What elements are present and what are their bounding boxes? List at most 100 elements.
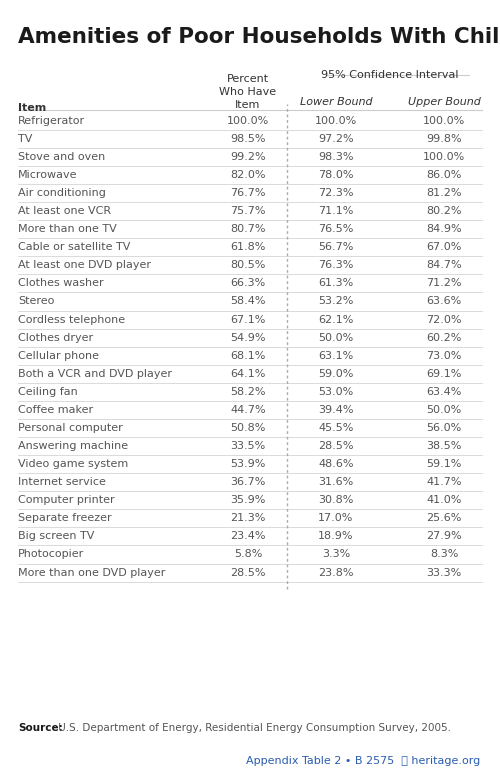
Text: 100.0%: 100.0%	[423, 152, 465, 162]
Text: 36.7%: 36.7%	[230, 478, 266, 487]
Text: Amenities of Poor Households With Children: Amenities of Poor Households With Childr…	[18, 27, 500, 48]
Text: 72.0%: 72.0%	[426, 315, 462, 325]
Text: 100.0%: 100.0%	[315, 116, 357, 125]
Text: 81.2%: 81.2%	[426, 188, 462, 198]
Text: 53.0%: 53.0%	[318, 387, 354, 397]
Text: 41.7%: 41.7%	[426, 478, 462, 487]
Text: 67.0%: 67.0%	[426, 242, 462, 252]
Text: 28.5%: 28.5%	[318, 441, 354, 451]
Text: 3.3%: 3.3%	[322, 549, 350, 559]
Text: 80.5%: 80.5%	[230, 260, 266, 270]
Text: Air conditioning: Air conditioning	[18, 188, 106, 198]
Text: 38.5%: 38.5%	[426, 441, 462, 451]
Text: Lower Bound: Lower Bound	[300, 97, 372, 107]
Text: 95% Confidence Interval: 95% Confidence Interval	[321, 70, 459, 80]
Text: 39.4%: 39.4%	[318, 405, 354, 415]
Text: 84.9%: 84.9%	[426, 224, 462, 234]
Text: 28.5%: 28.5%	[230, 568, 266, 577]
Text: 71.1%: 71.1%	[318, 206, 354, 216]
Text: 23.4%: 23.4%	[230, 531, 266, 541]
Text: Item: Item	[18, 103, 46, 113]
Text: 72.3%: 72.3%	[318, 188, 354, 198]
Text: Clothes washer: Clothes washer	[18, 278, 103, 288]
Text: 99.2%: 99.2%	[230, 152, 266, 162]
Text: Microwave: Microwave	[18, 170, 78, 180]
Text: 63.4%: 63.4%	[426, 387, 462, 397]
Text: 50.0%: 50.0%	[318, 333, 354, 343]
Text: 35.9%: 35.9%	[230, 495, 266, 506]
Text: 18.9%: 18.9%	[318, 531, 354, 541]
Text: Personal computer: Personal computer	[18, 423, 123, 433]
Text: 53.9%: 53.9%	[230, 459, 266, 469]
Text: Cable or satellite TV: Cable or satellite TV	[18, 242, 130, 252]
Text: 56.7%: 56.7%	[318, 242, 354, 252]
Text: At least one DVD player: At least one DVD player	[18, 260, 151, 270]
Text: Video game system: Video game system	[18, 459, 128, 469]
Text: U.S. Department of Energy, Residential Energy Consumption Survey, 2005.: U.S. Department of Energy, Residential E…	[56, 723, 452, 733]
Text: More than one TV: More than one TV	[18, 224, 117, 234]
Text: 41.0%: 41.0%	[426, 495, 462, 506]
Text: Refrigerator: Refrigerator	[18, 116, 85, 125]
Text: 69.1%: 69.1%	[426, 368, 462, 379]
Text: 76.3%: 76.3%	[318, 260, 354, 270]
Text: 59.1%: 59.1%	[426, 459, 462, 469]
Text: 33.3%: 33.3%	[426, 568, 462, 577]
Text: 58.4%: 58.4%	[230, 297, 266, 306]
Text: 63.6%: 63.6%	[426, 297, 462, 306]
Text: 71.2%: 71.2%	[426, 278, 462, 288]
Text: 97.2%: 97.2%	[318, 134, 354, 144]
Text: Upper Bound: Upper Bound	[408, 97, 480, 107]
Text: 75.7%: 75.7%	[230, 206, 266, 216]
Text: Photocopier: Photocopier	[18, 549, 84, 559]
Text: 63.1%: 63.1%	[318, 351, 354, 361]
Text: 100.0%: 100.0%	[227, 116, 269, 125]
Text: 60.2%: 60.2%	[426, 333, 462, 343]
Text: Cordless telephone: Cordless telephone	[18, 315, 125, 325]
Text: 86.0%: 86.0%	[426, 170, 462, 180]
Text: Separate freezer: Separate freezer	[18, 513, 112, 523]
Text: Percent
Who Have
Item: Percent Who Have Item	[220, 74, 276, 110]
Text: More than one DVD player: More than one DVD player	[18, 568, 166, 577]
Text: Cellular phone: Cellular phone	[18, 351, 99, 361]
Text: 78.0%: 78.0%	[318, 170, 354, 180]
Text: Ceiling fan: Ceiling fan	[18, 387, 78, 397]
Text: Computer printer: Computer printer	[18, 495, 114, 506]
Text: 48.6%: 48.6%	[318, 459, 354, 469]
Text: Both a VCR and DVD player: Both a VCR and DVD player	[18, 368, 172, 379]
Text: 50.0%: 50.0%	[426, 405, 462, 415]
Text: 54.9%: 54.9%	[230, 333, 266, 343]
Text: TV: TV	[18, 134, 32, 144]
Text: 45.5%: 45.5%	[318, 423, 354, 433]
Text: 99.8%: 99.8%	[426, 134, 462, 144]
Text: 80.2%: 80.2%	[426, 206, 462, 216]
Text: 53.2%: 53.2%	[318, 297, 354, 306]
Text: 82.0%: 82.0%	[230, 170, 266, 180]
Text: 68.1%: 68.1%	[230, 351, 266, 361]
Text: 44.7%: 44.7%	[230, 405, 266, 415]
Text: 64.1%: 64.1%	[230, 368, 266, 379]
Text: 100.0%: 100.0%	[423, 116, 465, 125]
Text: Clothes dryer: Clothes dryer	[18, 333, 93, 343]
Text: 27.9%: 27.9%	[426, 531, 462, 541]
Text: 62.1%: 62.1%	[318, 315, 354, 325]
Text: 5.8%: 5.8%	[234, 549, 262, 559]
Text: 58.2%: 58.2%	[230, 387, 266, 397]
Text: 61.3%: 61.3%	[318, 278, 354, 288]
Text: Stove and oven: Stove and oven	[18, 152, 105, 162]
Text: 73.0%: 73.0%	[426, 351, 462, 361]
Text: 8.3%: 8.3%	[430, 549, 458, 559]
Text: 76.5%: 76.5%	[318, 224, 354, 234]
Text: 98.3%: 98.3%	[318, 152, 354, 162]
Text: 56.0%: 56.0%	[426, 423, 462, 433]
Text: 67.1%: 67.1%	[230, 315, 266, 325]
Text: Coffee maker: Coffee maker	[18, 405, 93, 415]
Text: 21.3%: 21.3%	[230, 513, 266, 523]
Text: 33.5%: 33.5%	[230, 441, 266, 451]
Text: Big screen TV: Big screen TV	[18, 531, 94, 541]
Text: 23.8%: 23.8%	[318, 568, 354, 577]
Text: 31.6%: 31.6%	[318, 478, 354, 487]
Text: 80.7%: 80.7%	[230, 224, 266, 234]
Text: Source:: Source:	[18, 723, 63, 733]
Text: Appendix Table 2 • B 2575  🔔 heritage.org: Appendix Table 2 • B 2575 🔔 heritage.org	[246, 756, 480, 766]
Text: 84.7%: 84.7%	[426, 260, 462, 270]
